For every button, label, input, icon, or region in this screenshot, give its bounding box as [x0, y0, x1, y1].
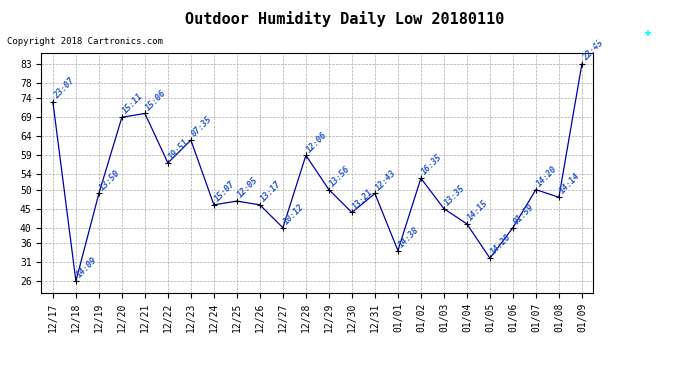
Text: 10:12: 10:12	[282, 202, 306, 226]
Text: 14:14: 14:14	[558, 172, 582, 196]
Text: 01:59: 01:59	[512, 202, 536, 226]
Text: Outdoor Humidity Daily Low 20180110: Outdoor Humidity Daily Low 20180110	[186, 11, 504, 27]
Text: 14:20: 14:20	[535, 164, 559, 188]
Text: 14:15: 14:15	[466, 198, 490, 223]
Text: 14:38: 14:38	[397, 225, 421, 249]
Text: 22:45: 22:45	[581, 39, 605, 63]
Text: 13:56: 13:56	[328, 164, 352, 188]
Text: 13:17: 13:17	[259, 180, 283, 204]
Text: Humidity  (%): Humidity (%)	[556, 37, 626, 46]
Text: 12:06: 12:06	[305, 130, 329, 154]
Text: 12:43: 12:43	[374, 168, 398, 192]
Text: 15:11: 15:11	[121, 92, 145, 116]
Text: 16:35: 16:35	[420, 153, 444, 177]
Text: 12:05: 12:05	[236, 176, 260, 200]
Text: 13:35: 13:35	[443, 183, 467, 207]
Text: 15:06: 15:06	[144, 88, 168, 112]
Text: Copyright 2018 Cartronics.com: Copyright 2018 Cartronics.com	[7, 38, 163, 46]
Text: 23:07: 23:07	[52, 76, 76, 101]
Text: 19:51: 19:51	[167, 138, 191, 162]
Text: 14:20: 14:20	[489, 233, 513, 257]
Text: 13:21: 13:21	[351, 187, 375, 211]
Text: 14:09: 14:09	[75, 256, 99, 280]
Text: 13:50: 13:50	[98, 168, 122, 192]
Text: 15:07: 15:07	[213, 180, 237, 204]
Text: 07:35: 07:35	[190, 115, 214, 139]
